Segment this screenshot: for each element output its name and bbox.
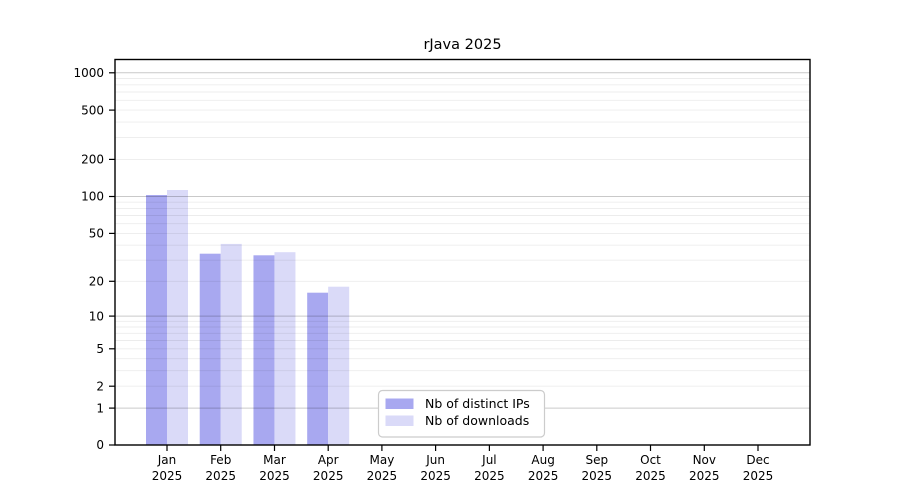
y-tick-label-0: 0 <box>96 438 104 452</box>
y-tick-label-1000: 1000 <box>73 66 104 80</box>
legend-box <box>377 389 546 438</box>
legend-label-downloads: Nb of downloads <box>425 413 529 428</box>
legend: Nb of distinct IPs Nb of downloads <box>377 389 546 438</box>
bar-distinct-ips-apr <box>307 292 329 445</box>
bar-downloads-apr <box>328 286 350 445</box>
x-tick-label-jan: Jan 2025 <box>152 453 183 483</box>
x-tick-label-oct: Oct 2025 <box>635 453 666 483</box>
chart-title: rJava 2025 <box>423 37 501 53</box>
bar-downloads-mar <box>274 252 296 445</box>
y-tick-label-5: 5 <box>96 342 104 356</box>
x-tick-label-may: May 2025 <box>367 453 398 483</box>
bar-downloads-jan <box>167 190 188 445</box>
x-tick-label-mar: Mar 2025 <box>259 453 290 483</box>
y-tick-label-50: 50 <box>89 227 104 241</box>
x-axis: Jan 2025 Feb 2025 Mar 2025 Apr 2025 May 2025 Jun 20… <box>152 445 774 483</box>
bar-distinct-ips-jan <box>146 195 167 445</box>
x-tick-label-apr: Apr 2025 <box>313 453 344 483</box>
x-tick-label-jun: Jun 2025 <box>420 453 451 483</box>
legend-swatch-distinct-ips <box>385 398 414 409</box>
x-tick-label-sep: Sep 2025 <box>582 453 613 483</box>
x-tick-label-feb: Feb 2025 <box>205 453 236 483</box>
bar-distinct-ips-mar <box>253 255 275 445</box>
bars-layer <box>146 190 350 445</box>
y-tick-label-20: 20 <box>89 275 104 289</box>
y-tick-label-200: 200 <box>81 153 104 167</box>
grid-layer <box>115 72 810 409</box>
y-tick-label-2: 2 <box>96 379 104 393</box>
legend-swatch-downloads <box>385 415 414 426</box>
x-tick-label-aug: Aug 2025 <box>528 453 559 483</box>
y-tick-label-10: 10 <box>89 309 104 323</box>
plot-frame <box>114 58 811 446</box>
y-axis: 0 1 2 5 10 20 50 100 200 500 1000 <box>73 66 115 452</box>
y-tick-label-100: 100 <box>81 190 104 204</box>
y-tick-label-500: 500 <box>81 103 104 117</box>
bar-distinct-ips-feb <box>199 253 221 445</box>
x-tick-label-dec: Dec 2025 <box>743 453 774 483</box>
y-tick-label-1: 1 <box>96 401 104 415</box>
x-tick-label-jul: Jul 2025 <box>474 453 505 483</box>
x-tick-label-nov: Nov 2025 <box>689 453 720 483</box>
bar-downloads-feb <box>220 243 242 445</box>
legend-label-distinct-ips: Nb of distinct IPs <box>425 396 530 411</box>
